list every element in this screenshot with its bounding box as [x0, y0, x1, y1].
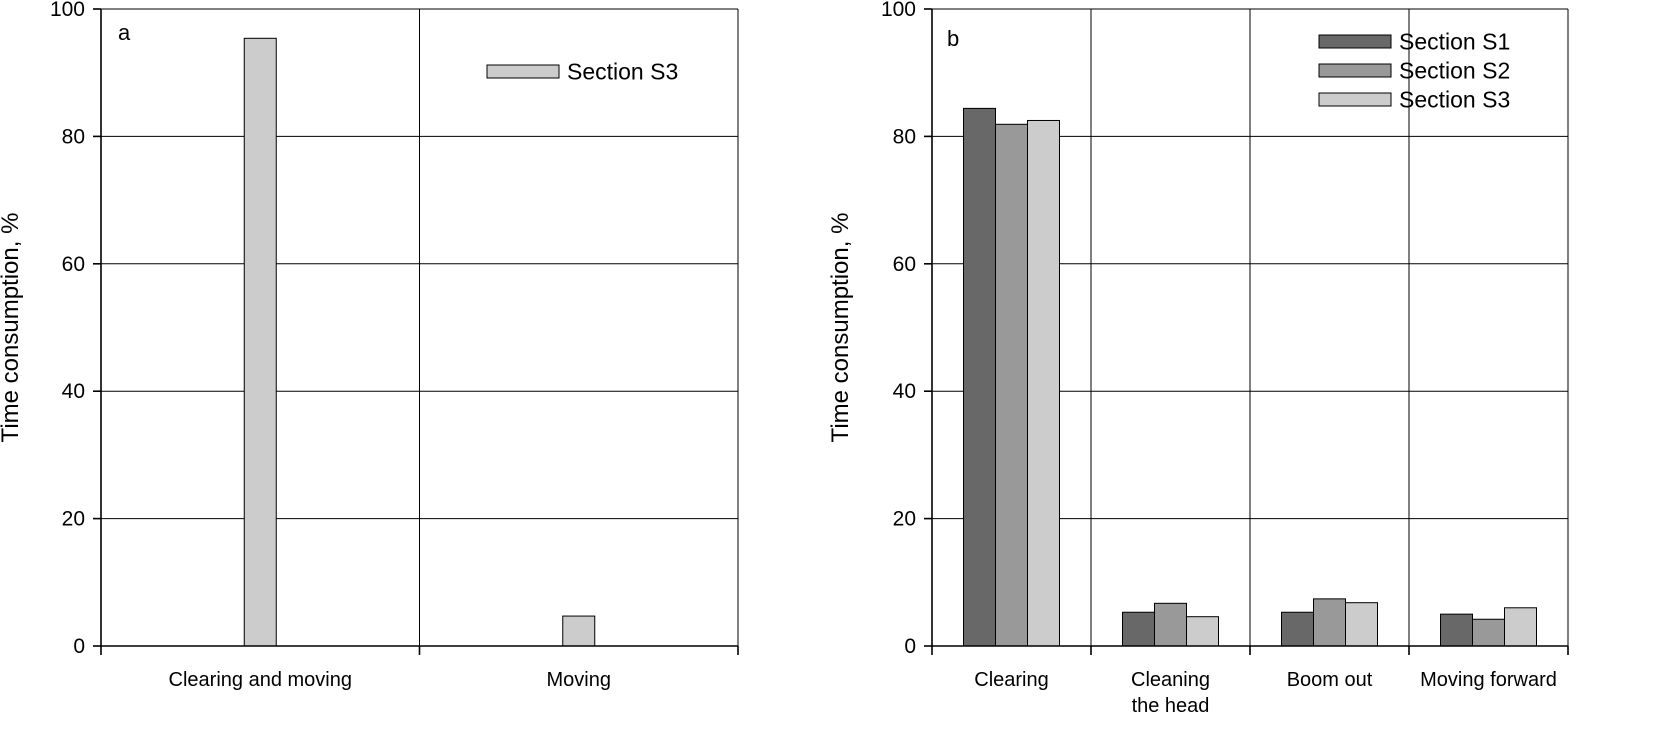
legend-label: Section S3	[567, 59, 678, 85]
y-tick-label: 60	[893, 253, 916, 276]
y-tick-label: 80	[893, 125, 916, 148]
category-label: Cleaning the head	[1131, 669, 1210, 717]
y-axis-label: Time consumption, %	[827, 213, 854, 443]
legend-swatch	[1318, 34, 1392, 49]
bar	[243, 37, 277, 647]
bar	[562, 615, 596, 647]
legend-label: Section S1	[1399, 29, 1510, 55]
y-tick-label: 100	[881, 0, 916, 21]
y-tick-label: 60	[62, 253, 85, 276]
bar	[1472, 618, 1505, 647]
y-tick-label: 80	[62, 125, 85, 148]
legend-swatch	[486, 64, 560, 79]
y-tick-label: 0	[904, 635, 916, 658]
bar	[1504, 607, 1537, 647]
bar	[963, 107, 996, 647]
y-tick-label: 20	[62, 508, 85, 531]
panel-letter: a	[118, 20, 131, 45]
bar	[1027, 119, 1060, 647]
bar	[1281, 611, 1314, 647]
panel-b-chart: 0 20 40 60 80 100 Clearing Cleaning the head Boom…	[827, 0, 1569, 717]
bar	[1122, 611, 1155, 647]
category-label: Clearing and moving	[169, 669, 352, 691]
y-tick-label: 100	[50, 0, 85, 21]
y-tick-label: 40	[893, 380, 916, 403]
bar	[995, 123, 1028, 647]
category-label: Moving forward	[1420, 669, 1557, 691]
category-label: Clearing	[974, 669, 1048, 691]
bar	[1345, 602, 1378, 647]
bar	[1440, 613, 1473, 647]
y-tick-label: 20	[893, 508, 916, 531]
bar	[1154, 602, 1187, 647]
legend-label: Section S2	[1399, 58, 1510, 84]
y-axis-label: Time consumption, %	[0, 213, 24, 443]
y-tick-label: 0	[73, 635, 85, 658]
category-label: Moving	[547, 669, 611, 691]
bar	[1313, 598, 1346, 647]
legend-swatch	[1318, 92, 1392, 107]
category-label: Boom out	[1287, 669, 1373, 691]
legend: Section S3	[486, 59, 678, 85]
legend: Section S1 Section S2 Section S3	[1318, 29, 1510, 113]
legend-swatch	[1318, 63, 1392, 78]
panel-letter: b	[947, 26, 959, 51]
legend-label: Section S3	[1399, 87, 1510, 113]
panel-a-chart: 0 20 40 60 80 100 Clearing and moving Moving Tim…	[0, 0, 739, 691]
bar	[1186, 616, 1219, 647]
y-tick-label: 40	[62, 380, 85, 403]
